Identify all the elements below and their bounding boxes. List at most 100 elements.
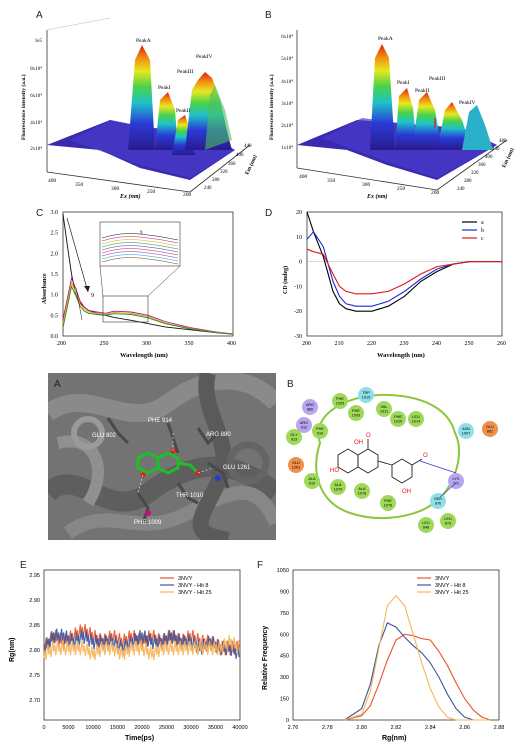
x-tick: 400 [227, 341, 236, 347]
y-tick: 8x10⁴ [30, 66, 42, 72]
x-tick: 400 [299, 174, 308, 180]
residue-node [358, 387, 374, 403]
residue-node [348, 405, 364, 421]
y-tick: 3.0 [51, 210, 59, 216]
y-tick: 1e5 [35, 39, 43, 44]
x-tick: 2.78 [322, 725, 333, 731]
x-tick: 40000 [232, 725, 247, 731]
residue-label: GLY [290, 433, 298, 437]
residue-label: 802 [487, 430, 493, 434]
panel-label: D [265, 208, 273, 219]
residue-label: 1261 [292, 466, 300, 470]
interaction-arrow [419, 460, 457, 474]
y-tick: 1050 [277, 568, 289, 574]
residue-label: PHE [336, 397, 344, 401]
y-tick: 150 [280, 697, 289, 703]
x-tick: 15000 [110, 725, 125, 731]
x-axis-label: Time(ps) [125, 735, 154, 742]
y-tick: -20 [294, 309, 302, 315]
y-tick: 0.5 [51, 313, 59, 319]
inset-line [101, 251, 179, 259]
x-tick: 10000 [85, 725, 100, 731]
panel-label: C [36, 208, 44, 219]
y-tick: 900 [280, 589, 289, 595]
series-line [344, 594, 491, 721]
y-tick: 2.85 [29, 623, 40, 629]
x-axis-label: Ex (nm) [119, 193, 141, 200]
residue-node [390, 411, 406, 427]
panel-label: A [54, 379, 61, 390]
residue-label: GLU 802 [92, 433, 117, 439]
residue-label: 1007 [462, 432, 470, 436]
x-tick: 230 [400, 341, 409, 347]
panel-rg-distribution: F 2.76 2.78 2.80 2.82 2.84 2.86 2.88 1050 900 750… [257, 560, 514, 742]
peak-label: PeakA [136, 38, 151, 44]
x-axis-label: Wavelength (nm) [120, 352, 168, 359]
residue-label: 1078 [358, 492, 366, 496]
legend-label: 3NVY [435, 576, 450, 582]
y-tick: 300 [280, 675, 289, 681]
inset-line [101, 257, 179, 265]
rg-time-chart: 0 5000 10000 15000 20000 25000 30000 35000 40000… [9, 569, 248, 742]
panel-label: E [20, 560, 27, 571]
panel-label: B [287, 379, 294, 390]
residue-label: 910 [309, 482, 315, 486]
series-line [306, 230, 502, 307]
surface-plot-b: PeakA PeakI PeakII PeakIII PeakIV 6x10⁴ … [268, 30, 514, 200]
panel-docking-3d: A PHE 914 GLU 802 ARG 880 GLU 1261 THR 1… [48, 373, 276, 540]
panel-docking-2d: B PHE 1005 TRP 1010 ARG 880 PHE 1009 VAL 1011 ARG 9… [280, 373, 514, 540]
residue-node [440, 513, 456, 529]
panel-3d-fluorescence-b: B PeakA PeakI PeakII [257, 0, 514, 200]
residue-label: LEU [444, 517, 452, 521]
peak-label: PeakIV [459, 100, 476, 106]
y-tick: 450 [280, 654, 289, 660]
peak-label: PeakIV [196, 54, 213, 60]
x-tick: 200 [57, 341, 66, 347]
y-tick: 2.70 [29, 698, 40, 704]
residue-label: LYS [453, 477, 460, 481]
residue-node [354, 483, 370, 499]
y-axis-label: Rg(nm) [9, 638, 16, 663]
panel-3d-fluorescence-a: A PeakA Peak [0, 0, 257, 200]
y-tick: 1.5 [51, 272, 59, 278]
x-tick: 300 [362, 182, 371, 188]
x-tick: 2.82 [391, 725, 402, 731]
arrow-label: 9 [91, 293, 94, 299]
residue-node [302, 399, 318, 415]
x-tick: 30000 [183, 725, 198, 731]
y-tick: 2.95 [29, 573, 40, 579]
y-tick: 750 [280, 611, 289, 617]
residue-label: LEU [422, 521, 430, 525]
absorbance-chart: 200 250 300 350 400 3.0 2.5 2.0 1.5 1.0 0.5 0.0 9 9… [42, 210, 236, 359]
y-tick: 4x10⁴ [281, 79, 293, 85]
residue-label: ARG [300, 421, 308, 425]
residue-label: 1014 [412, 420, 420, 424]
series-line [344, 622, 491, 721]
x-axis-label: Rg(nm) [382, 735, 407, 742]
residue-node [304, 473, 320, 489]
x-tick: 250 [465, 341, 474, 347]
y-tick: 0 [299, 260, 302, 266]
panel-absorbance-c: C 200 250 300 350 400 3.0 2.5 2.0 1.5 1.0 0.5 0.0 9… [0, 200, 257, 360]
residue-label: PHE [316, 427, 324, 431]
legend-label: c [481, 236, 484, 242]
y-tick: 10 [296, 235, 302, 241]
residue-node [376, 401, 392, 417]
residue-label: 873 [445, 522, 451, 526]
atom-label: OH [402, 489, 411, 495]
x-tick: 400 [48, 178, 57, 184]
y-tick: 0.0 [51, 334, 59, 340]
residue-node [332, 393, 348, 409]
residue-label: THR 1010 [176, 493, 204, 499]
x-tick: 240 [432, 341, 441, 347]
y-tick: 4x10⁴ [30, 120, 42, 126]
residue-label: 1011 [380, 410, 388, 414]
series-line [344, 633, 491, 721]
residue-node [296, 417, 312, 433]
x-axis-label: Ex (nm) [366, 193, 388, 200]
residue-node [418, 517, 434, 533]
z-tick: 440 [492, 147, 500, 152]
residue-label: ASN [462, 427, 470, 431]
legend-label: 3NVY - Hit 25 [178, 590, 212, 596]
residue-label: GLU [292, 461, 300, 465]
